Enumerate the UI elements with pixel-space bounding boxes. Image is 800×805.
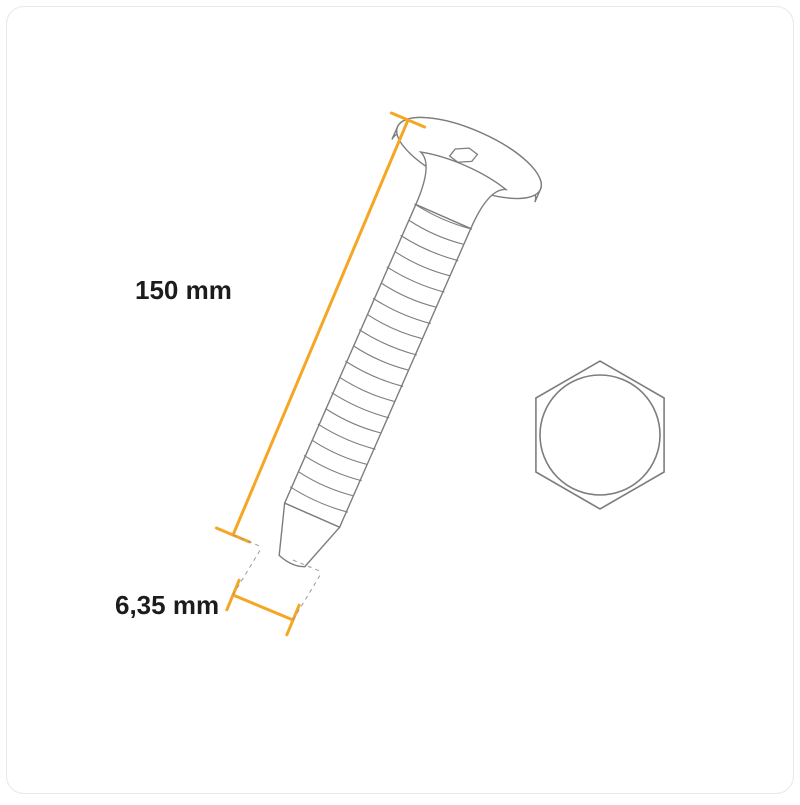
diagram-canvas: 150 mm 6,35 mm	[0, 0, 800, 800]
diameter-label: 6,35 mm	[115, 590, 219, 621]
length-label: 150 mm	[135, 275, 232, 306]
rounded-frame	[6, 6, 794, 794]
